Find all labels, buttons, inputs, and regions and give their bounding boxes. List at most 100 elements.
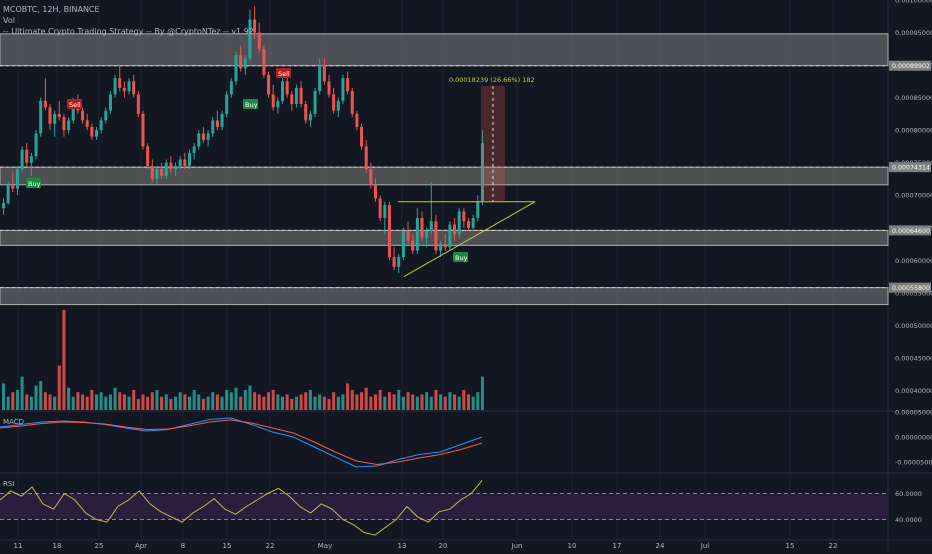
volume-bar bbox=[81, 394, 85, 410]
volume-bar bbox=[11, 392, 15, 410]
volume-bar bbox=[429, 396, 433, 410]
candle-body bbox=[369, 169, 373, 186]
candle-body bbox=[304, 104, 308, 121]
volume-bar bbox=[62, 310, 66, 410]
x-tick-label: May bbox=[318, 542, 332, 550]
volume-bar bbox=[201, 398, 205, 410]
candle-body bbox=[411, 240, 415, 251]
rsi-band bbox=[0, 493, 888, 520]
rsi-tick-label: 60.0000 bbox=[895, 490, 922, 498]
price-label-box bbox=[889, 60, 931, 71]
candle-body bbox=[276, 100, 280, 108]
volume-bar bbox=[453, 394, 457, 410]
volume-bar bbox=[392, 394, 396, 410]
volume-bar bbox=[425, 392, 429, 410]
volume-label: Vol bbox=[3, 16, 15, 25]
volume-bar bbox=[108, 394, 112, 410]
candle-body bbox=[229, 81, 233, 95]
volume-bar bbox=[188, 396, 191, 410]
candle-body bbox=[57, 113, 61, 118]
volume-bar bbox=[406, 392, 410, 410]
candle-body bbox=[308, 113, 312, 121]
x-tick-label: 20 bbox=[439, 542, 448, 550]
signal-label-sell: Sell bbox=[278, 70, 290, 78]
candle-body bbox=[136, 94, 140, 114]
volume-bar bbox=[71, 396, 75, 410]
volume-bar bbox=[169, 398, 173, 410]
volume-bar bbox=[146, 396, 150, 410]
candle-body bbox=[471, 218, 475, 228]
volume-bar bbox=[34, 385, 38, 410]
candle-body bbox=[53, 113, 57, 124]
volume-bar bbox=[150, 392, 154, 410]
candle-body bbox=[169, 162, 173, 170]
volume-bar bbox=[178, 392, 182, 410]
volume-bar bbox=[480, 376, 484, 410]
candle-body bbox=[406, 231, 410, 241]
candle-body bbox=[211, 120, 215, 134]
volume-bar bbox=[355, 394, 359, 410]
volume-bar bbox=[29, 396, 33, 410]
candle-body bbox=[448, 224, 452, 248]
candle-body bbox=[197, 133, 201, 147]
candle-body bbox=[453, 224, 457, 235]
candle-body bbox=[378, 198, 382, 219]
volume-bar bbox=[127, 396, 131, 410]
volume-bar bbox=[104, 396, 108, 410]
price-tick-label: 0.00050000 bbox=[895, 322, 932, 330]
price-tick-label: 0.00100000 bbox=[895, 0, 932, 5]
candle-body bbox=[248, 19, 252, 59]
volume-bar bbox=[155, 390, 159, 410]
candle-body bbox=[476, 201, 480, 219]
volume-bar bbox=[443, 396, 447, 410]
candle-body bbox=[206, 133, 210, 140]
volume-bar bbox=[160, 396, 164, 410]
price-label-box bbox=[889, 162, 931, 173]
candle-body bbox=[285, 81, 289, 95]
volume-bar bbox=[248, 385, 252, 410]
volume-bar bbox=[471, 396, 475, 410]
volume-bar bbox=[183, 394, 187, 410]
volume-bar bbox=[350, 390, 354, 410]
candle-body bbox=[322, 65, 326, 82]
volume-bar bbox=[220, 396, 224, 410]
candle-body bbox=[220, 113, 224, 127]
volume-bar bbox=[113, 387, 117, 410]
volume-bar bbox=[411, 394, 415, 410]
candle-body bbox=[225, 94, 229, 114]
volume-bar bbox=[85, 396, 89, 410]
candle-body bbox=[397, 257, 401, 267]
candle-body bbox=[122, 87, 126, 92]
volume-bar bbox=[308, 390, 312, 410]
signal-badge-buy bbox=[453, 252, 468, 262]
candle-body bbox=[336, 100, 340, 111]
price-label-box bbox=[889, 225, 931, 236]
volume-bar bbox=[415, 396, 419, 410]
volume-bar bbox=[262, 396, 266, 410]
candle-body bbox=[239, 55, 243, 69]
candle-body bbox=[267, 74, 271, 95]
volume-bar bbox=[76, 392, 80, 410]
macd-tick-label: 0.00005000 bbox=[895, 409, 932, 417]
volume-bar bbox=[243, 390, 247, 410]
candle-body bbox=[234, 55, 238, 82]
volume-bar bbox=[462, 390, 466, 410]
volume-bar bbox=[197, 394, 201, 410]
candle-body bbox=[81, 110, 85, 121]
x-tick-label: 11 bbox=[14, 542, 23, 550]
candle-body bbox=[11, 185, 15, 189]
signal-label-buy: Buy bbox=[245, 101, 258, 109]
volume-bar bbox=[401, 396, 405, 410]
x-tick-label: 15 bbox=[786, 542, 795, 550]
candle-body bbox=[183, 159, 187, 166]
volume-bar bbox=[229, 392, 233, 410]
volume-bar bbox=[290, 398, 294, 410]
candle-body bbox=[113, 78, 117, 95]
x-tick-label: 13 bbox=[398, 542, 407, 550]
volume-bar bbox=[239, 396, 243, 410]
candle-body bbox=[192, 146, 196, 153]
volume-bar bbox=[43, 392, 47, 410]
